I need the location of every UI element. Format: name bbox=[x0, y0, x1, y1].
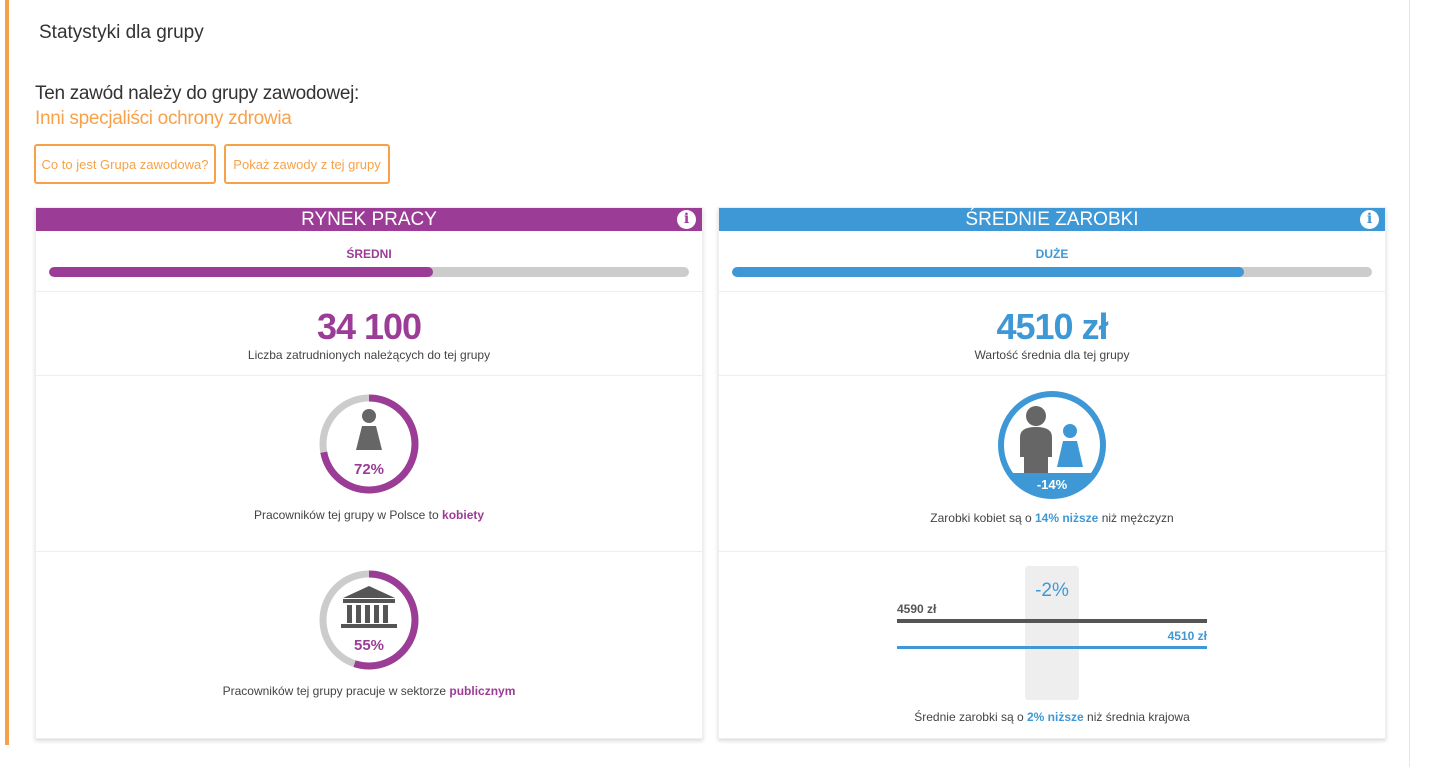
national-average: 4590 zł bbox=[897, 602, 937, 616]
panel-title: RYNEK PRACY bbox=[301, 209, 437, 230]
woman-icon bbox=[1057, 424, 1083, 467]
info-icon[interactable]: i bbox=[677, 210, 696, 229]
public-pct: 55% bbox=[354, 637, 384, 654]
average-salary: 4510 zł bbox=[996, 306, 1108, 347]
women-caption: Pracowników tej grupy w Polsce to kobiet… bbox=[253, 508, 485, 522]
women-pct: 72% bbox=[354, 461, 384, 478]
what-is-group-button[interactable]: Co to jest Grupa zawodowa? bbox=[34, 144, 216, 184]
public-sector-donut: 55% bbox=[319, 570, 419, 670]
accent-border bbox=[5, 0, 9, 745]
info-icon[interactable]: i bbox=[1360, 210, 1379, 229]
level-label: DUŻE bbox=[1035, 247, 1069, 261]
salary-caption: Wartość średnia dla tej grupy bbox=[974, 348, 1130, 362]
employee-count: 34 100 bbox=[316, 306, 422, 347]
panel-header: RYNEK PRACY i bbox=[36, 208, 702, 231]
women-donut: 72% bbox=[319, 394, 419, 494]
panel-title: ŚREDNIE ZAROBKI bbox=[965, 209, 1139, 230]
count-caption: Liczba zatrudnionych należących do tej g… bbox=[247, 348, 491, 362]
group-line bbox=[897, 646, 1207, 649]
national-comparison: -2% 4590 zł 4510 zł Średnie zarobki są o… bbox=[719, 552, 1385, 752]
man-icon bbox=[1020, 406, 1052, 473]
divider bbox=[1409, 0, 1410, 767]
salary-panel: ŚREDNIE ZAROBKI i DUŻE 4510 zł Wartość ś… bbox=[718, 207, 1386, 739]
level-label: ŚREDNI bbox=[346, 247, 392, 261]
section-title: Statystyki dla grupy bbox=[39, 22, 204, 43]
building-icon bbox=[341, 586, 397, 628]
group-average: 4510 zł bbox=[1167, 629, 1207, 643]
woman-icon bbox=[356, 409, 382, 450]
labor-market-panel: RYNEK PRACY i ŚREDNI 34 100 Liczba zatru… bbox=[35, 207, 703, 739]
level-bar bbox=[732, 267, 1372, 277]
public-caption: Pracowników tej grupy pracuje w sektorze… bbox=[222, 684, 516, 698]
gender-gap-icon: -14% bbox=[998, 391, 1106, 499]
gap-caption: Zarobki kobiet są o 14% niższe niż mężcz… bbox=[930, 511, 1174, 525]
level-bar bbox=[49, 267, 689, 277]
gap-pct: -14% bbox=[1037, 477, 1068, 492]
diff-caption: Średnie zarobki są o 2% niższe niż średn… bbox=[914, 710, 1190, 724]
intro-text: Ten zawód należy do grupy zawodowej: bbox=[35, 83, 360, 104]
diff-pct: -2% bbox=[1035, 580, 1069, 601]
group-name: Inni specjaliści ochrony zdrowia bbox=[35, 108, 292, 129]
show-occupations-button[interactable]: Pokaż zawody z tej grupy bbox=[224, 144, 390, 184]
panel-header: ŚREDNIE ZAROBKI i bbox=[719, 208, 1385, 231]
national-line bbox=[897, 619, 1207, 623]
